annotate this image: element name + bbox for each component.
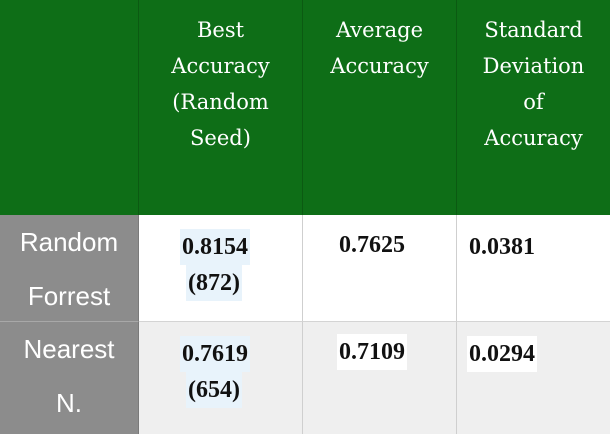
cell-average-random-forrest: 0.7625 — [303, 215, 457, 322]
header-std-line-4: Accuracy — [484, 126, 583, 150]
cell-best-random-forrest: 0.8154 (872) — [139, 215, 303, 322]
header-std-line-2: Deviation — [482, 54, 585, 78]
row-label-line-2: N. — [56, 388, 82, 418]
row-label-nearest-n: Nearest N. — [0, 322, 139, 434]
cell-average-nearest-n: 0.7109 — [303, 322, 457, 434]
header-best-line-4: Seed) — [190, 126, 251, 150]
best-accuracy-seed: (654) — [186, 372, 242, 408]
best-accuracy-value: 0.8154 — [180, 229, 250, 265]
header-std-dev-accuracy: Standard Deviation of Accuracy — [457, 0, 610, 215]
best-accuracy-seed: (872) — [186, 265, 242, 301]
average-accuracy-value: 0.7625 — [337, 227, 407, 263]
cell-best-nearest-n: 0.7619 (654) — [139, 322, 303, 434]
row-label-line-1: Random — [19, 227, 119, 257]
row-label-random-forrest: Random Forrest — [0, 215, 139, 322]
std-dev-accuracy-value: 0.0294 — [467, 336, 537, 372]
row-label-line-2: Forrest — [27, 281, 111, 311]
header-std-line-1: Standard — [484, 18, 583, 42]
best-accuracy-value: 0.7619 — [180, 336, 250, 372]
header-corner-cell — [0, 0, 139, 215]
std-dev-accuracy-value: 0.0381 — [467, 229, 537, 265]
header-best-line-2: Accuracy — [171, 54, 270, 78]
cell-std-random-forrest: 0.0381 — [457, 215, 610, 322]
row-label-line-1: Nearest — [23, 334, 115, 364]
header-best-line-3: (Random — [172, 90, 269, 114]
header-average-accuracy: Average Accuracy — [303, 0, 457, 215]
header-best-line-1: Best — [196, 18, 245, 42]
cell-std-nearest-n: 0.0294 — [457, 322, 610, 434]
average-accuracy-value: 0.7109 — [337, 334, 407, 370]
header-average-line-2: Accuracy — [330, 54, 429, 78]
header-best-accuracy: Best Accuracy (Random Seed) — [139, 0, 303, 215]
header-average-line-1: Average — [335, 18, 424, 42]
header-std-line-3: of — [523, 90, 544, 114]
